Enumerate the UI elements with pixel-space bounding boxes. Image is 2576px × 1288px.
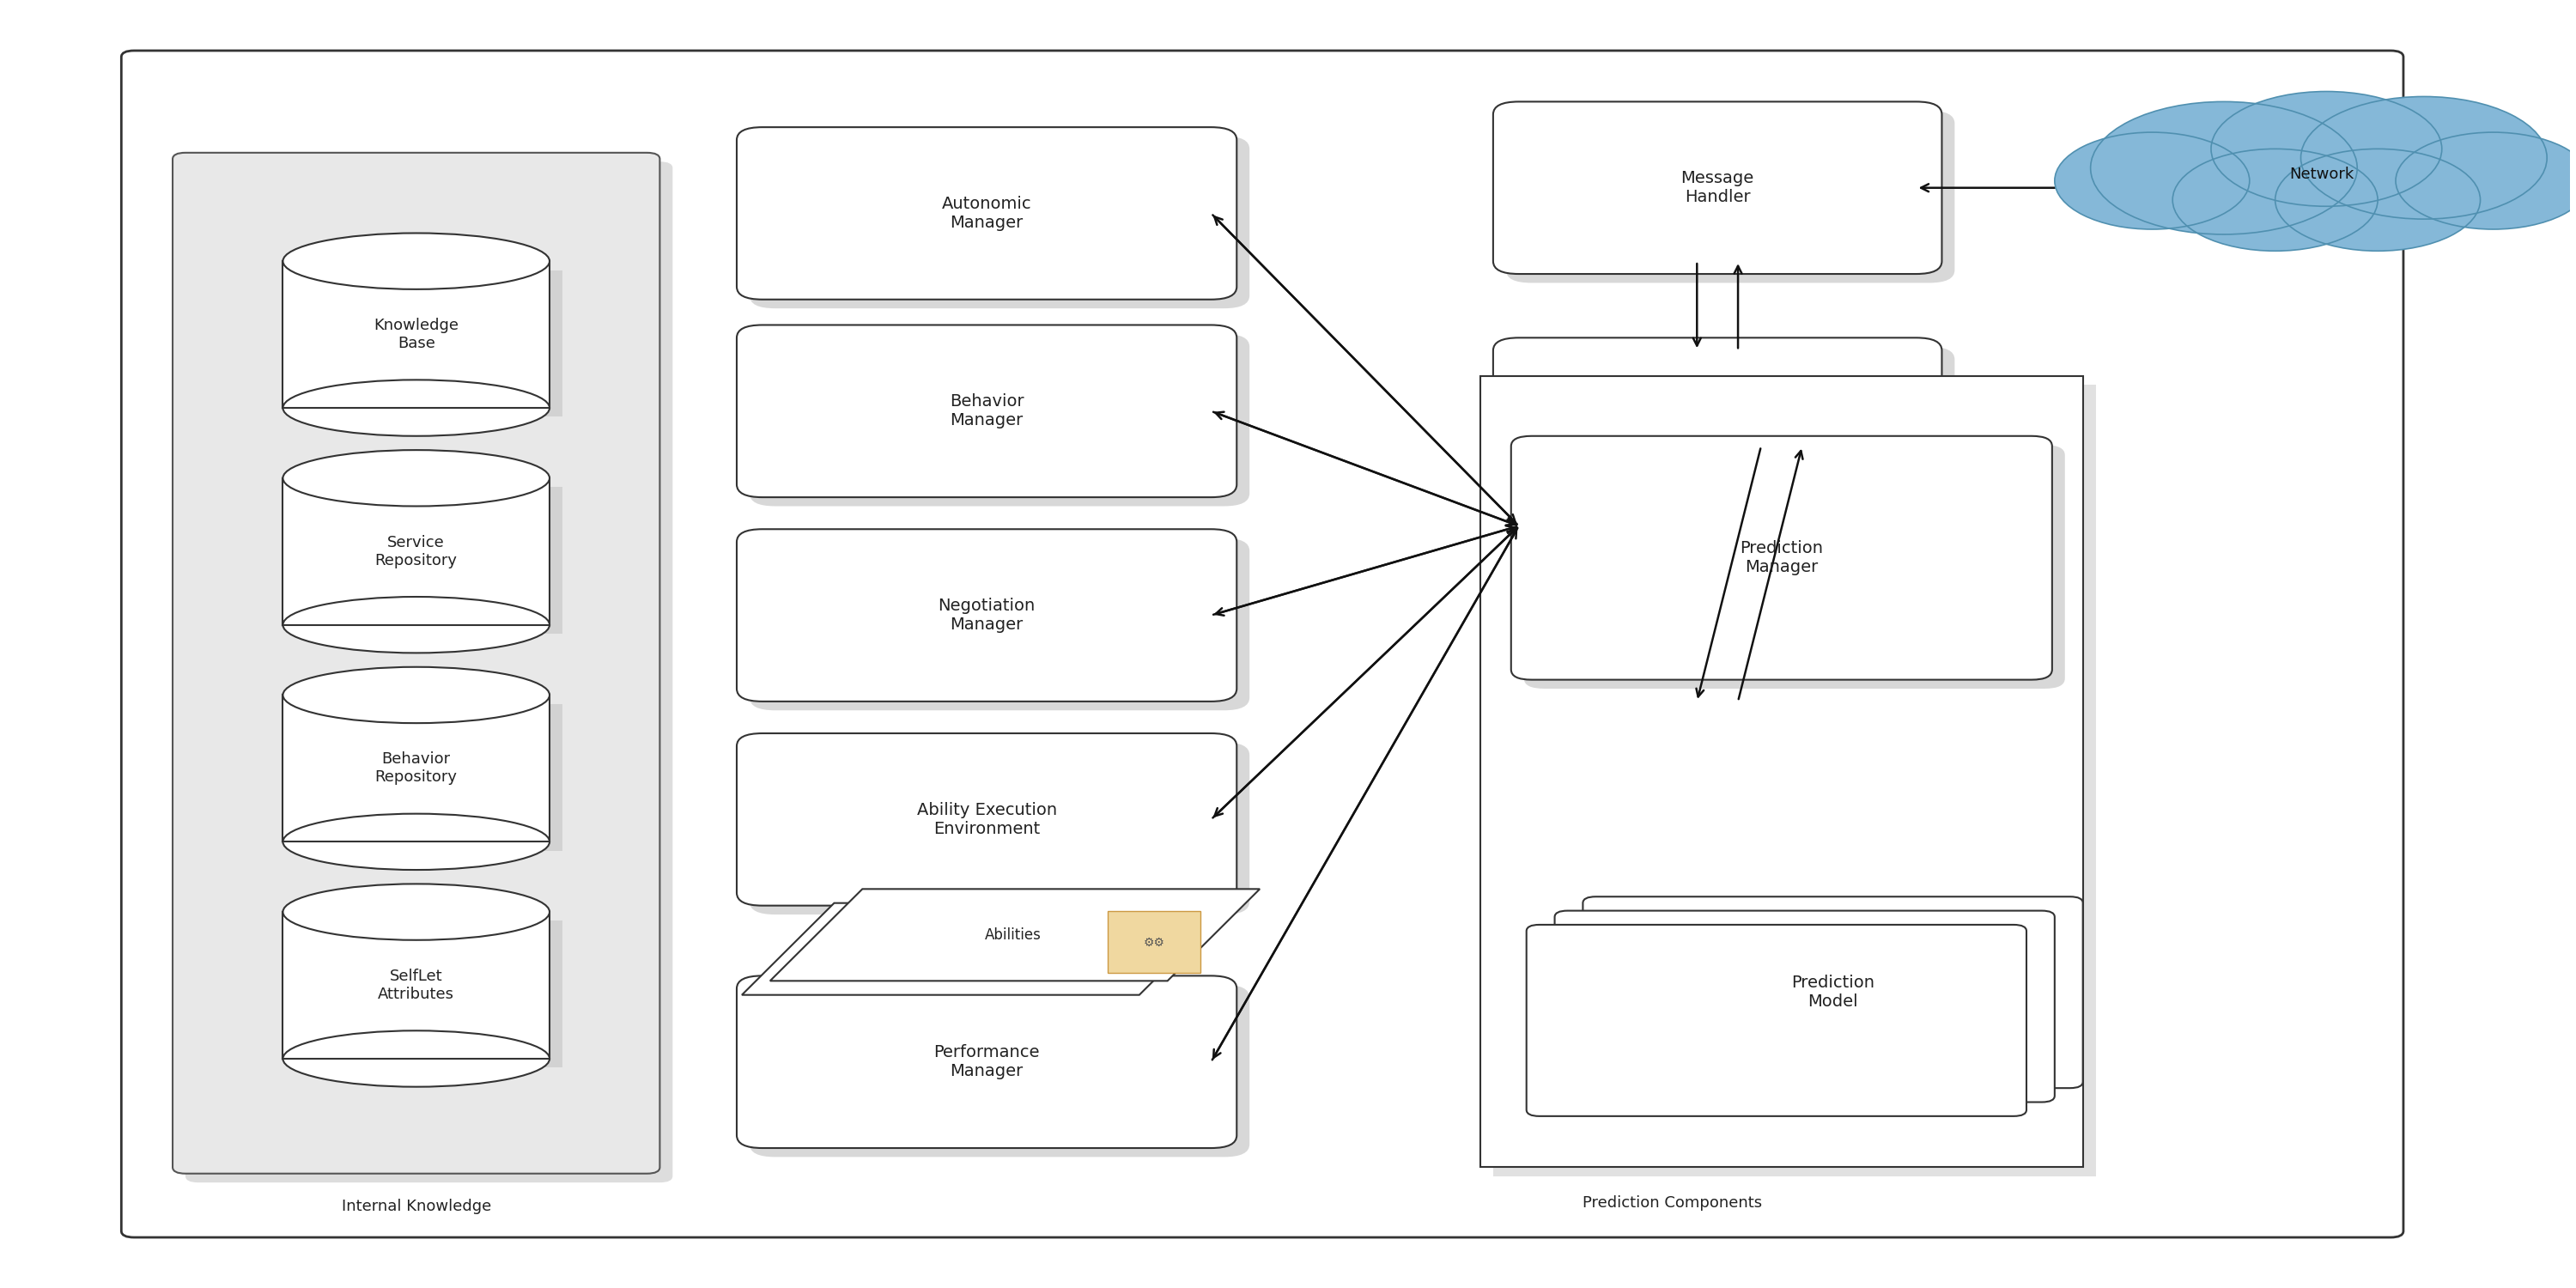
- FancyBboxPatch shape: [1494, 385, 2097, 1176]
- FancyBboxPatch shape: [737, 529, 1236, 702]
- FancyBboxPatch shape: [1507, 346, 1955, 723]
- Ellipse shape: [283, 814, 549, 869]
- Ellipse shape: [283, 233, 549, 290]
- Text: Prediction
Manager: Prediction Manager: [1739, 540, 1824, 576]
- Text: Prediction
Model: Prediction Model: [1790, 975, 1875, 1010]
- Ellipse shape: [283, 450, 549, 506]
- Circle shape: [2210, 91, 2442, 206]
- Text: Autonomic
Manager: Autonomic Manager: [943, 196, 1030, 231]
- Ellipse shape: [283, 596, 549, 653]
- Ellipse shape: [283, 667, 549, 723]
- FancyBboxPatch shape: [1494, 102, 1942, 274]
- Polygon shape: [283, 261, 549, 408]
- FancyBboxPatch shape: [121, 50, 2403, 1238]
- FancyBboxPatch shape: [1556, 911, 2056, 1103]
- Ellipse shape: [283, 380, 549, 437]
- Text: Behavior
Manager: Behavior Manager: [951, 394, 1023, 429]
- Text: Ability Execution
Environment: Ability Execution Environment: [917, 802, 1056, 837]
- Polygon shape: [283, 912, 549, 1059]
- FancyBboxPatch shape: [1582, 896, 2084, 1088]
- Polygon shape: [742, 903, 1231, 994]
- Text: SelfLet
Attributes: SelfLet Attributes: [379, 969, 453, 1002]
- Text: ⚙⚙: ⚙⚙: [1144, 936, 1164, 948]
- Circle shape: [2092, 102, 2357, 234]
- FancyBboxPatch shape: [296, 705, 562, 851]
- FancyBboxPatch shape: [1512, 437, 2053, 680]
- FancyBboxPatch shape: [750, 538, 1249, 711]
- Text: Internal Knowledge: Internal Knowledge: [343, 1199, 492, 1215]
- Text: Dispatcher: Dispatcher: [1672, 518, 1762, 535]
- FancyBboxPatch shape: [737, 733, 1236, 905]
- Circle shape: [2056, 133, 2249, 229]
- FancyBboxPatch shape: [750, 334, 1249, 506]
- Text: Service
Repository: Service Repository: [376, 535, 459, 568]
- Text: Network: Network: [2290, 166, 2354, 182]
- FancyBboxPatch shape: [173, 153, 659, 1173]
- Text: Performance
Manager: Performance Manager: [933, 1045, 1041, 1079]
- FancyBboxPatch shape: [1481, 376, 2084, 1167]
- FancyBboxPatch shape: [1525, 444, 2066, 689]
- Polygon shape: [283, 478, 549, 625]
- FancyBboxPatch shape: [1494, 337, 1942, 714]
- Polygon shape: [770, 889, 1260, 981]
- FancyBboxPatch shape: [737, 325, 1236, 497]
- FancyBboxPatch shape: [185, 162, 672, 1182]
- FancyBboxPatch shape: [296, 921, 562, 1068]
- FancyBboxPatch shape: [750, 742, 1249, 914]
- FancyBboxPatch shape: [296, 487, 562, 634]
- Text: Message
Handler: Message Handler: [1682, 170, 1754, 205]
- Text: Knowledge
Base: Knowledge Base: [374, 318, 459, 352]
- Text: Negotiation
Manager: Negotiation Manager: [938, 598, 1036, 632]
- FancyBboxPatch shape: [1108, 911, 1200, 974]
- Circle shape: [2396, 133, 2576, 229]
- Ellipse shape: [283, 1030, 549, 1087]
- Text: Behavior
Repository: Behavior Repository: [376, 752, 459, 786]
- FancyBboxPatch shape: [1507, 111, 1955, 283]
- Circle shape: [2300, 97, 2548, 219]
- FancyBboxPatch shape: [1528, 925, 2027, 1117]
- FancyBboxPatch shape: [750, 137, 1249, 308]
- FancyBboxPatch shape: [750, 985, 1249, 1157]
- Circle shape: [2275, 149, 2481, 251]
- Polygon shape: [283, 696, 549, 842]
- Text: Prediction Components: Prediction Components: [1582, 1195, 1762, 1211]
- Circle shape: [2172, 149, 2378, 251]
- Ellipse shape: [283, 884, 549, 940]
- FancyBboxPatch shape: [296, 270, 562, 417]
- FancyBboxPatch shape: [737, 976, 1236, 1148]
- FancyBboxPatch shape: [737, 128, 1236, 300]
- Text: Abilities: Abilities: [984, 927, 1041, 943]
